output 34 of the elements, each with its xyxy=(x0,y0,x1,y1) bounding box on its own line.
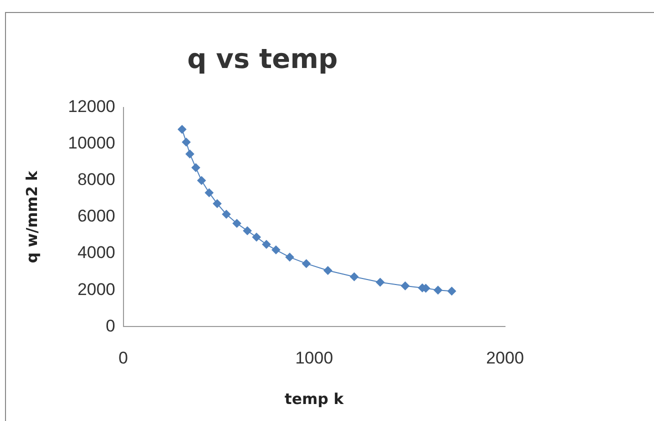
point xyxy=(185,149,194,158)
point xyxy=(242,226,252,236)
point xyxy=(302,259,311,268)
y-tick-label: 4000 xyxy=(77,243,116,262)
y-tick-label: 2000 xyxy=(77,280,116,299)
y-tick-label: 6000 xyxy=(77,206,116,226)
point xyxy=(197,176,206,185)
point xyxy=(434,286,443,295)
y-tick-label: 12000 xyxy=(68,97,116,116)
point xyxy=(232,218,242,228)
x-tick-label: 0 xyxy=(118,348,128,368)
point xyxy=(191,163,200,172)
point xyxy=(400,281,410,290)
y-axis-title: q w/mm2 k xyxy=(22,170,41,264)
point xyxy=(447,286,456,296)
point xyxy=(323,266,332,276)
point xyxy=(376,278,385,287)
x-axis-title: temp k xyxy=(284,390,345,408)
point xyxy=(271,245,280,254)
point xyxy=(222,210,231,219)
chart-title: q vs temp xyxy=(187,44,338,76)
y-tick-label: 10000 xyxy=(68,134,116,153)
point xyxy=(178,124,187,134)
point xyxy=(350,272,359,282)
point xyxy=(212,199,222,208)
point xyxy=(204,188,214,198)
point xyxy=(285,252,294,262)
y-tick-label: 0 xyxy=(106,316,116,336)
x-tick-label: 2000 xyxy=(486,348,524,368)
point xyxy=(182,138,191,147)
point xyxy=(262,240,271,249)
point xyxy=(252,232,261,242)
y-tick-label: 8000 xyxy=(77,170,116,190)
x-tick-label: 1000 xyxy=(295,348,334,368)
